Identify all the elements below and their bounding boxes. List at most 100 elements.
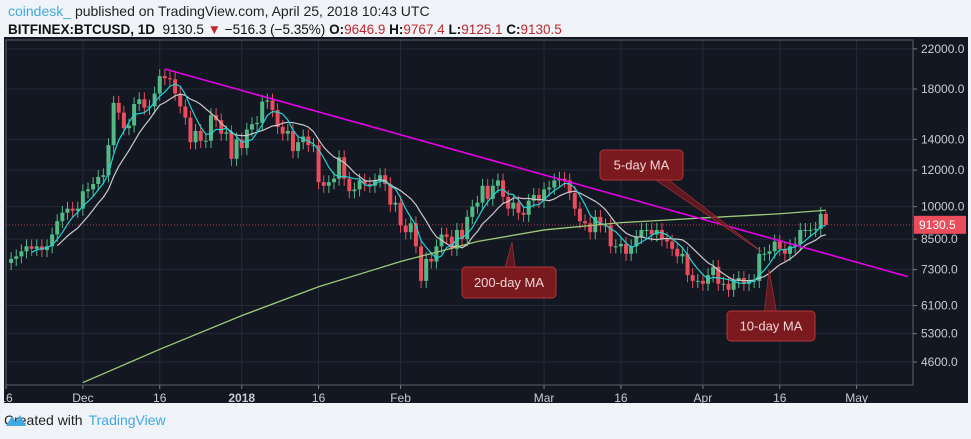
candle bbox=[193, 124, 198, 150]
candle-body bbox=[162, 76, 167, 79]
candle bbox=[618, 237, 623, 254]
candle-body bbox=[85, 189, 90, 192]
candle bbox=[700, 273, 705, 291]
candle-body bbox=[460, 229, 465, 240]
candle-body bbox=[685, 253, 690, 276]
candle-body bbox=[639, 229, 644, 237]
author-link[interactable]: coindesk_ bbox=[8, 3, 72, 19]
candle-body bbox=[511, 202, 516, 209]
candle-body bbox=[29, 246, 34, 249]
candle-body bbox=[14, 256, 19, 259]
candle-body bbox=[736, 277, 741, 281]
candle bbox=[316, 138, 321, 190]
candle bbox=[685, 246, 690, 283]
candle-body bbox=[275, 110, 280, 127]
candle-body bbox=[167, 78, 172, 80]
candle-body bbox=[70, 208, 75, 211]
candle-body bbox=[9, 258, 14, 263]
candle bbox=[501, 173, 506, 204]
candle-body bbox=[680, 253, 685, 257]
candle-body bbox=[613, 246, 618, 248]
candle-body bbox=[695, 280, 700, 282]
ma5-line bbox=[31, 83, 827, 284]
candle bbox=[157, 69, 162, 101]
candle-body bbox=[208, 115, 213, 141]
candle-body bbox=[383, 175, 388, 184]
candle bbox=[808, 223, 813, 238]
candle bbox=[542, 182, 547, 208]
candle-body bbox=[542, 189, 547, 201]
x-tick-label: 16 bbox=[4, 391, 13, 403]
candle-body bbox=[649, 229, 654, 235]
x-tick-label: 16 bbox=[312, 391, 326, 403]
candle-body bbox=[270, 100, 275, 111]
y-tick-label: 8500.0 bbox=[921, 232, 958, 246]
x-tick-label: 16 bbox=[614, 391, 628, 403]
candle bbox=[757, 246, 762, 288]
candle-body bbox=[588, 223, 593, 233]
candle-body bbox=[111, 102, 116, 146]
candle bbox=[649, 223, 654, 242]
candle-body bbox=[634, 236, 639, 247]
candle-body bbox=[562, 178, 567, 181]
candle-body bbox=[116, 102, 121, 113]
annotation-callout: 200-day MA bbox=[461, 241, 557, 299]
candle-body bbox=[44, 246, 49, 251]
candle-body bbox=[700, 280, 705, 284]
close-value: 9130.5 bbox=[520, 22, 562, 37]
callout-box bbox=[726, 310, 816, 342]
candle-body bbox=[357, 180, 362, 190]
candle-body bbox=[413, 223, 418, 247]
candle-body bbox=[121, 112, 126, 129]
candle bbox=[818, 206, 823, 236]
y-tick-label: 10000.0 bbox=[921, 200, 965, 214]
candle bbox=[644, 223, 649, 238]
candle bbox=[736, 271, 741, 288]
y-tick-label: 6100.0 bbox=[921, 299, 958, 313]
candle-body bbox=[96, 176, 101, 184]
candle bbox=[372, 173, 377, 193]
plot-frame bbox=[5, 39, 914, 386]
last-price-tag bbox=[914, 215, 966, 234]
candle-body bbox=[675, 248, 680, 257]
candle-body bbox=[808, 229, 813, 231]
candle bbox=[178, 86, 183, 114]
candle-body bbox=[577, 208, 582, 222]
high-value: 9767.4 bbox=[403, 22, 445, 37]
candle-body bbox=[788, 246, 793, 254]
y-tick-label: 12000.0 bbox=[921, 163, 965, 177]
candle-body bbox=[470, 206, 475, 217]
candle-body bbox=[521, 212, 526, 215]
candle bbox=[480, 178, 485, 210]
price-chart[interactable]: 22000.0 18000.0 14000.0 12000.0 10000.0 8500.… bbox=[4, 37, 968, 403]
candle-body bbox=[598, 216, 603, 226]
candle-body bbox=[260, 101, 265, 123]
candle bbox=[634, 229, 639, 254]
candle-body bbox=[490, 185, 495, 199]
footer: Created with TradingView bbox=[4, 412, 166, 428]
candle bbox=[588, 216, 593, 240]
candle-body bbox=[485, 185, 490, 199]
candle bbox=[183, 99, 188, 125]
candle-body bbox=[372, 180, 377, 186]
last-price-label: 9130.5 bbox=[919, 218, 956, 232]
candle bbox=[639, 223, 644, 244]
chart-area[interactable]: 22000.0 18000.0 14000.0 12000.0 10000.0 8500.… bbox=[4, 37, 968, 403]
y-tick-label: 5300.0 bbox=[921, 327, 958, 341]
candle bbox=[583, 214, 588, 231]
tradingview-link[interactable]: TradingView bbox=[88, 412, 166, 428]
candle bbox=[29, 239, 34, 256]
y-tick-label: 7300.0 bbox=[921, 263, 958, 277]
open-value: 9646.9 bbox=[344, 22, 386, 37]
candle-body bbox=[157, 76, 162, 94]
candle bbox=[65, 201, 70, 220]
candle bbox=[388, 177, 393, 212]
candle-body bbox=[501, 180, 506, 197]
candle-body bbox=[193, 130, 198, 143]
annotation-callout: 5-day MA bbox=[599, 149, 763, 253]
candle bbox=[449, 229, 454, 256]
candle bbox=[167, 71, 172, 87]
candle-body bbox=[818, 213, 823, 229]
candle-body bbox=[629, 246, 634, 254]
candle-body bbox=[721, 283, 726, 285]
